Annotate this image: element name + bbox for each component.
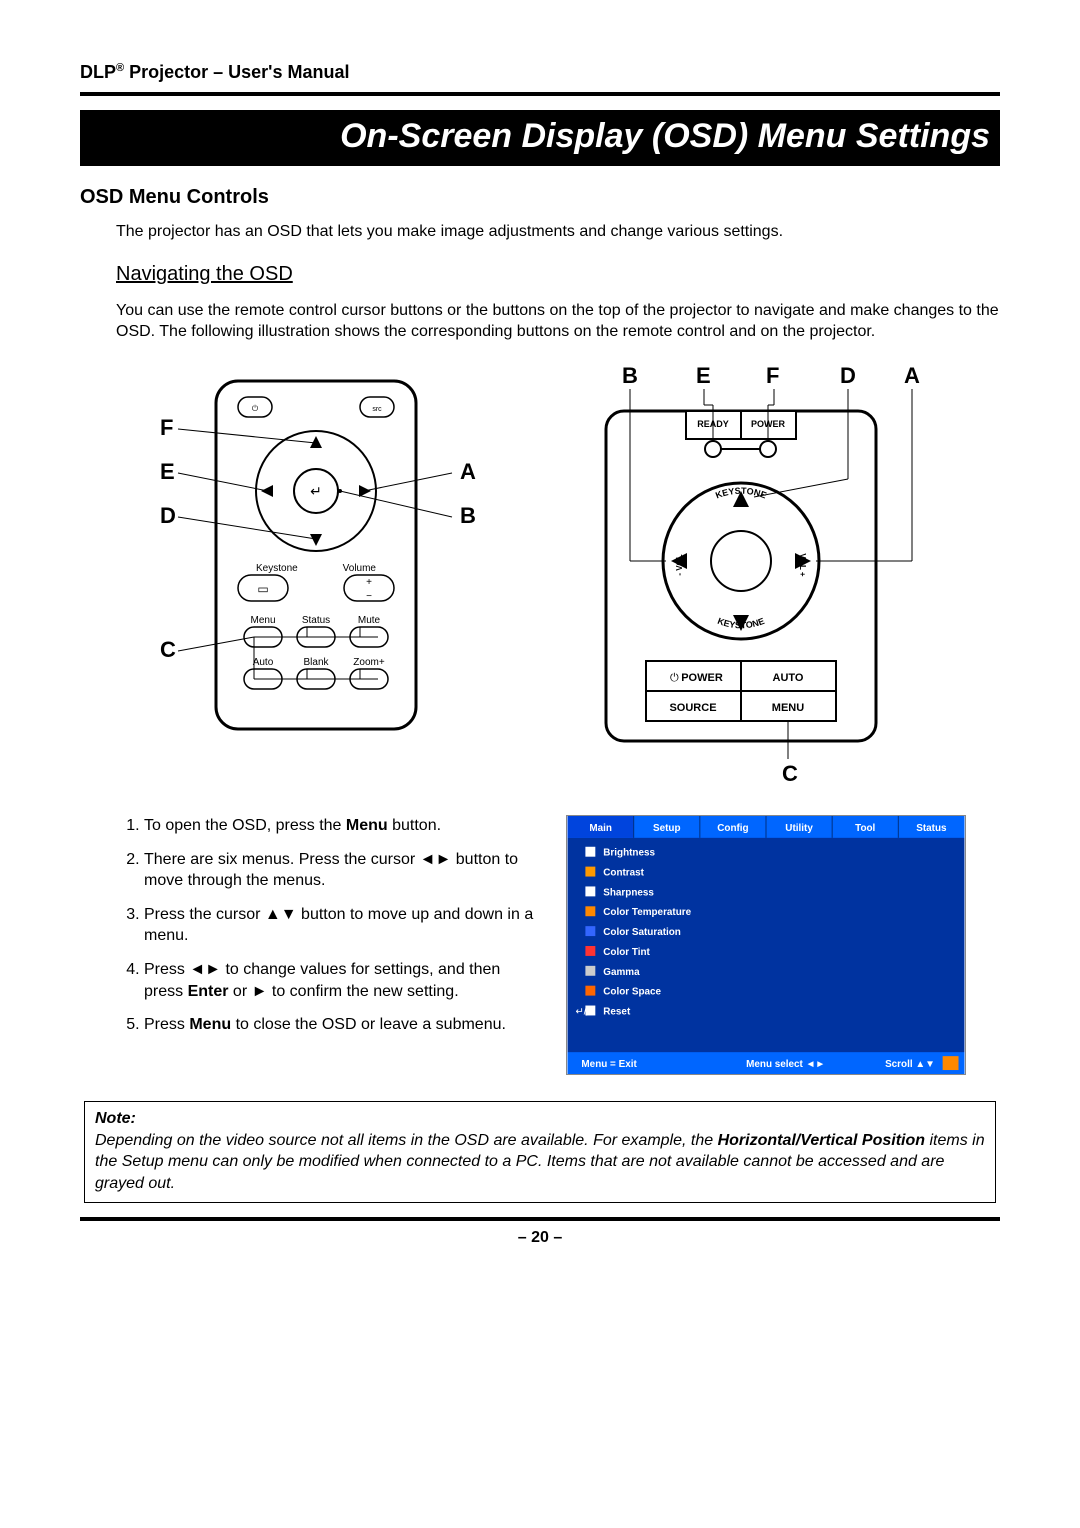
remote-label-E: E bbox=[160, 459, 175, 484]
note-body: Depending on the video source not all it… bbox=[95, 1130, 985, 1195]
top-power-lbl: POWER bbox=[681, 672, 723, 684]
note-title: Note: bbox=[95, 1108, 985, 1130]
remote-label-F: F bbox=[160, 415, 173, 440]
svg-text:⏻: ⏻ bbox=[252, 404, 259, 413]
remote-auto-lbl: Auto bbox=[253, 657, 274, 668]
top-auto-lbl: AUTO bbox=[773, 672, 804, 684]
remote-keystone-lbl: Keystone bbox=[256, 563, 298, 574]
footer-rule bbox=[80, 1217, 1000, 1221]
svg-text:Utility: Utility bbox=[785, 823, 813, 834]
svg-text:−: − bbox=[366, 591, 372, 602]
svg-text:Color Saturation: Color Saturation bbox=[603, 927, 681, 938]
remote-label-C: C bbox=[160, 637, 176, 662]
svg-text:Main: Main bbox=[589, 823, 612, 834]
svg-text:Scroll ▲▼: Scroll ▲▼ bbox=[885, 1059, 935, 1070]
chapter-banner: On-Screen Display (OSD) Menu Settings bbox=[80, 110, 1000, 166]
svg-text:- VOL: - VOL bbox=[675, 554, 684, 575]
svg-text:Brightness: Brightness bbox=[603, 848, 655, 859]
step-3: Press the cursor ▲▼ button to move up an… bbox=[144, 904, 536, 947]
page-number: – 20 – bbox=[80, 1227, 1000, 1249]
diagrams-row: ⏻ src ↵ F E D A B bbox=[116, 361, 1000, 791]
svg-text:Config: Config bbox=[717, 823, 748, 834]
step-4: Press ◄► to change values for settings, … bbox=[144, 959, 536, 1002]
svg-text:Status: Status bbox=[916, 823, 947, 834]
remote-blank-lbl: Blank bbox=[303, 657, 329, 668]
svg-text:↵: ↵ bbox=[310, 483, 322, 499]
header-rule bbox=[80, 92, 1000, 96]
step-2: There are six menus. Press the cursor ◄►… bbox=[144, 849, 536, 892]
svg-text:src: src bbox=[372, 406, 382, 413]
top-menu-lbl: MENU bbox=[772, 702, 804, 714]
svg-text:▭: ▭ bbox=[257, 582, 268, 596]
top-label-C: C bbox=[782, 761, 798, 786]
top-panel-diagram: READY POWER KEYSTONE KEYSTONE - VOL VOL … bbox=[526, 361, 956, 791]
top-label-B: B bbox=[622, 363, 638, 388]
svg-text:Contrast: Contrast bbox=[603, 868, 644, 879]
remote-mute-lbl: Mute bbox=[358, 615, 381, 626]
svg-text:Gamma: Gamma bbox=[603, 967, 640, 978]
svg-text:Sharpness: Sharpness bbox=[603, 887, 654, 898]
lower-row: To open the OSD, press the Menu button. … bbox=[116, 815, 1000, 1075]
top-source-lbl: SOURCE bbox=[669, 702, 716, 714]
remote-volume-lbl: Volume bbox=[343, 563, 377, 574]
step-1: To open the OSD, press the Menu button. bbox=[144, 815, 536, 837]
top-label-F: F bbox=[766, 363, 779, 388]
remote-diagram: ⏻ src ↵ F E D A B bbox=[116, 361, 496, 741]
note-box: Note: Depending on the video source not … bbox=[84, 1101, 996, 1203]
svg-text:Menu = Exit: Menu = Exit bbox=[581, 1059, 637, 1070]
manual-header: DLP® Projector – User's Manual bbox=[80, 60, 1000, 90]
step-5: Press Menu to close the OSD or leave a s… bbox=[144, 1014, 536, 1036]
svg-text:Color Temperature: Color Temperature bbox=[603, 907, 691, 918]
svg-text:↵/▶: ↵/▶ bbox=[575, 1006, 594, 1017]
subsection-body: You can use the remote control cursor bu… bbox=[116, 300, 1000, 343]
remote-label-A: A bbox=[460, 459, 476, 484]
svg-text:+: + bbox=[366, 577, 372, 588]
top-label-A: A bbox=[904, 363, 920, 388]
svg-text:Color Tint: Color Tint bbox=[603, 947, 650, 958]
remote-status-lbl: Status bbox=[302, 615, 330, 626]
svg-text:Menu select ◄►: Menu select ◄► bbox=[746, 1059, 825, 1070]
top-label-D: D bbox=[840, 363, 856, 388]
intro-paragraph: The projector has an OSD that lets you m… bbox=[116, 221, 1000, 243]
svg-text:Color Space: Color Space bbox=[603, 987, 661, 998]
brand-sup: ® bbox=[116, 62, 124, 74]
svg-text:Setup: Setup bbox=[653, 823, 681, 834]
svg-text:Tool: Tool bbox=[855, 823, 875, 834]
remote-label-D: D bbox=[160, 503, 176, 528]
section-title: OSD Menu Controls bbox=[80, 184, 1000, 211]
svg-text:⏻: ⏻ bbox=[670, 672, 679, 684]
subsection-title: Navigating the OSD bbox=[116, 261, 1000, 288]
remote-zoom-lbl: Zoom+ bbox=[353, 657, 385, 668]
step-list: To open the OSD, press the Menu button. … bbox=[116, 815, 536, 1048]
top-label-E: E bbox=[696, 363, 711, 388]
remote-menu-lbl: Menu bbox=[250, 615, 275, 626]
osd-screenshot: Main Setup Config Utility Tool Status Brightne… bbox=[566, 815, 966, 1075]
svg-text:VOL +: VOL + bbox=[798, 553, 807, 577]
svg-text:Reset: Reset bbox=[603, 1006, 631, 1017]
remote-label-B: B bbox=[460, 503, 476, 528]
brand-suffix: Projector – User's Manual bbox=[124, 62, 349, 82]
brand-prefix: DLP bbox=[80, 62, 116, 82]
